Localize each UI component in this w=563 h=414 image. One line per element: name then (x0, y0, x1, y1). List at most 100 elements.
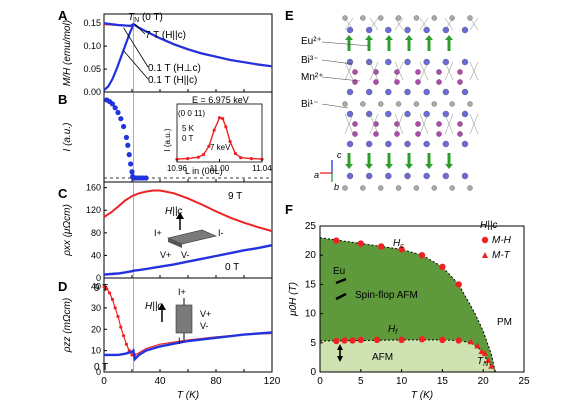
bi3-atom (461, 140, 469, 148)
e-axis-a: a (314, 170, 319, 180)
bond-line (469, 113, 479, 135)
f-x-tick-label: 20 (478, 376, 490, 387)
mt-point (474, 342, 481, 349)
panel-label-f: F (285, 202, 293, 217)
c-iplus-label: I+ (154, 228, 162, 238)
x-tick-label: 0 (101, 376, 107, 387)
bond-line (469, 17, 479, 31)
f-hc-label: Hc (393, 238, 404, 250)
inset-point (224, 125, 228, 129)
panel-label-d: D (58, 279, 67, 294)
f-x-axis-label: T (K) (411, 390, 433, 401)
y-tick-label: 0.15 (83, 18, 101, 28)
data-point (143, 175, 149, 181)
eu-spin-arrowhead (385, 164, 393, 169)
e-label-pointer (321, 103, 349, 109)
bi1-atom (449, 15, 455, 21)
mh-point (373, 336, 381, 344)
f-legend-title: H||c (480, 220, 497, 231)
f-x-tick-label: 10 (396, 376, 408, 387)
bi3-atom (404, 172, 411, 180)
mh-point (333, 337, 340, 345)
b-inset-7kev: 7 keV (210, 143, 231, 152)
bi1-atom (395, 185, 402, 191)
bi1-atom (360, 185, 366, 191)
a-label-01-par: 0.1 T (H||c) (148, 75, 197, 86)
d-label-0t: 0 T (94, 362, 108, 373)
a-label-7t: 7 T (H||c) (145, 30, 186, 41)
mn-atom (352, 131, 358, 137)
f-x-tick-label: 25 (518, 376, 530, 387)
bi3-atom (346, 172, 354, 180)
data-point (105, 287, 109, 291)
mh-point (378, 243, 385, 250)
series-line-9t (103, 189, 273, 233)
data-point (126, 152, 132, 158)
bi3-atom (423, 110, 430, 118)
mh-point (341, 337, 348, 344)
a-pointer-par (123, 50, 149, 80)
y-tick-label: 0 (96, 273, 101, 283)
bond-line (394, 17, 404, 31)
mn-atom (457, 69, 463, 75)
bi3-atom (423, 88, 430, 96)
data-point (123, 134, 129, 141)
f-y-tick-label: 10 (305, 309, 317, 320)
spin-flop-arrow-up (335, 277, 347, 285)
bi1-atom (431, 15, 437, 21)
a-pointer-perp (123, 27, 149, 68)
bi1-atom (395, 101, 402, 107)
mn-atom (394, 131, 400, 137)
y-tick-label: 0.10 (83, 41, 101, 51)
f-legend-mh: M-H (492, 235, 512, 246)
y-axis-label: ρxx (μΩcm) (62, 204, 73, 257)
eu-spin-arrowhead (445, 35, 453, 40)
spin-flop-region (320, 237, 496, 372)
f-spinflop-label: Spin-flop AFM (355, 290, 418, 301)
d-label-9t: 9 T (94, 283, 108, 294)
bond-line (469, 61, 479, 81)
f-legend-mt: M-T (492, 250, 511, 261)
eu-spin-arrowhead (405, 35, 413, 40)
data-point (129, 169, 135, 175)
legend-mt-marker (482, 252, 488, 258)
y-axis-label: I (a.u.) (62, 123, 73, 152)
b-inset-energy: E = 6.975 keV (192, 95, 249, 105)
inset-point (186, 157, 190, 161)
legend-mh-marker (481, 236, 489, 244)
afm-arrowhead-down (337, 356, 343, 362)
crystal-structure (320, 15, 479, 191)
bi3-atom (442, 26, 449, 34)
bi3-atom (404, 58, 411, 66)
bi3-atom (442, 140, 449, 148)
series-line-01-par (103, 23, 135, 92)
bi3-atom (461, 58, 469, 66)
bi1-atom (342, 101, 348, 107)
bi3-atom (385, 172, 392, 180)
mn-atom (436, 69, 442, 75)
b-inset-temp: 5 K (182, 124, 195, 133)
bi3-atom (442, 172, 449, 180)
data-point (116, 314, 120, 319)
e-label-pointer (321, 76, 361, 82)
eu-spin-arrowhead (385, 35, 393, 40)
eu-spin-arrowhead (445, 164, 453, 169)
mh-point (455, 337, 462, 344)
y-tick-label: 0 (96, 367, 101, 377)
f-pm-label: PM (497, 317, 512, 328)
inset-point (196, 155, 200, 159)
f-y-axis-label: μ0H (T) (288, 282, 299, 317)
b-inset-ylabel: I (a.u.) (163, 128, 172, 151)
y-tick-label: 10 (91, 346, 101, 356)
bi3-atom (385, 88, 392, 96)
mn-atom (457, 121, 463, 127)
e-label-eu: Eu²⁺ (301, 36, 322, 47)
inset-point (249, 157, 253, 161)
mn-atom (373, 131, 379, 137)
mt-point (484, 357, 492, 363)
mh-point (439, 263, 446, 271)
inset-point (217, 116, 222, 120)
mt-point (478, 348, 485, 355)
c-vplus-label: V+ (160, 250, 171, 260)
